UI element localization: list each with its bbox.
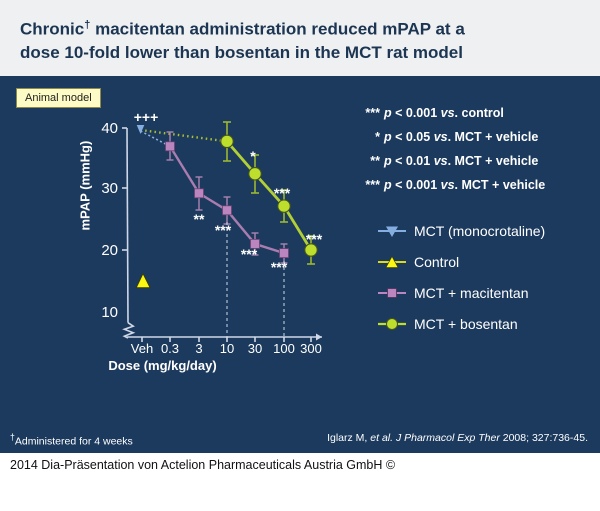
svg-text:***: *** <box>306 231 323 247</box>
svg-text:40: 40 <box>101 120 118 137</box>
svg-text:+++: +++ <box>134 109 159 125</box>
svg-text:30: 30 <box>101 180 118 197</box>
svg-text:0.3: 0.3 <box>161 341 179 356</box>
svg-text:10: 10 <box>101 304 118 321</box>
svg-text:**: ** <box>194 211 205 227</box>
svg-text:30: 30 <box>248 341 262 356</box>
svg-text:***: *** <box>215 222 232 238</box>
svg-text:***: *** <box>241 246 258 262</box>
svg-text:***: *** <box>274 185 291 201</box>
svg-text:***: *** <box>271 259 288 275</box>
svg-text:300: 300 <box>300 341 322 356</box>
svg-text:3: 3 <box>195 341 202 356</box>
svg-text:20: 20 <box>101 242 118 259</box>
svg-text:Veh: Veh <box>131 341 153 356</box>
svg-text:10: 10 <box>220 341 234 356</box>
svg-text:*: * <box>250 148 256 164</box>
svg-text:100: 100 <box>273 341 295 356</box>
